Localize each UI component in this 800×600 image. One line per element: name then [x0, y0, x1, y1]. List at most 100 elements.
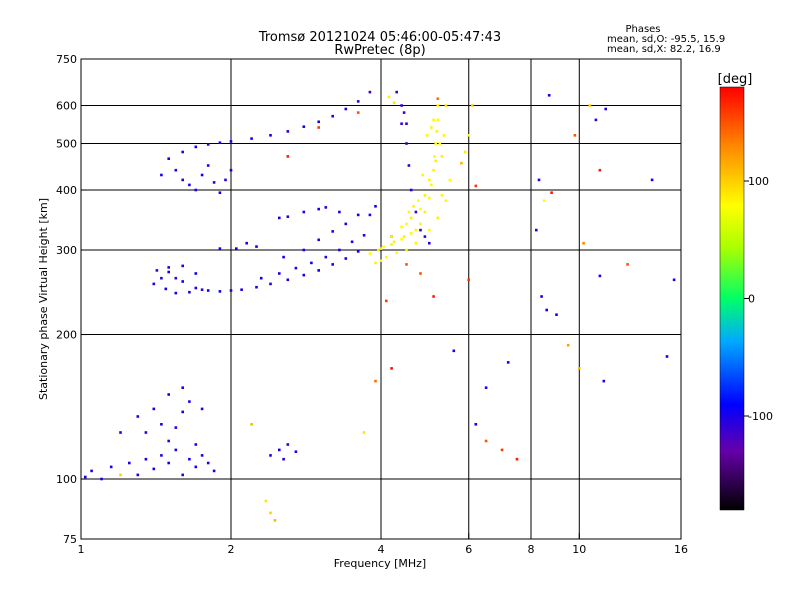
data-point-x — [626, 263, 629, 266]
data-point-x — [273, 519, 277, 522]
y-tick-label: 300 — [56, 244, 77, 257]
data-point-x — [436, 216, 440, 220]
data-point-x — [264, 499, 268, 503]
data-point-o — [181, 264, 184, 268]
data-point-o — [506, 361, 510, 364]
data-point-o — [547, 94, 551, 97]
data-point-o — [282, 255, 285, 259]
data-point-o — [174, 448, 178, 452]
data-point-o — [282, 457, 285, 461]
data-point-o — [294, 266, 298, 270]
data-point-x — [407, 210, 411, 214]
data-point-x — [374, 379, 377, 383]
data-point-x — [428, 228, 431, 232]
data-point-o — [598, 274, 602, 278]
data-point-o — [362, 234, 366, 237]
data-point-o — [535, 228, 538, 232]
data-point-x — [434, 159, 437, 163]
data-point-x — [436, 97, 440, 100]
data-point-o — [405, 122, 408, 125]
data-point-o — [235, 247, 238, 250]
data-point-x — [428, 196, 431, 200]
data-point-x — [598, 168, 602, 172]
data-point-o — [109, 465, 113, 469]
data-point-o — [602, 379, 606, 383]
data-point-o — [344, 222, 348, 226]
data-points — [84, 90, 676, 522]
data-point-o — [181, 150, 184, 154]
data-point-o — [181, 386, 184, 389]
data-point-o — [160, 276, 163, 280]
data-point-o — [414, 210, 418, 214]
data-point-x — [374, 261, 377, 265]
data-point-o — [194, 188, 198, 192]
data-point-x — [419, 207, 422, 211]
data-point-o — [218, 290, 222, 293]
data-point-o — [174, 276, 178, 280]
data-point-o — [206, 164, 210, 167]
data-point-o — [128, 461, 131, 465]
data-point-x — [474, 184, 478, 188]
data-point-x — [428, 178, 431, 182]
data-point-o — [665, 355, 669, 358]
data-point-x — [566, 343, 570, 347]
data-point-o — [302, 125, 306, 128]
data-point-x — [471, 104, 474, 107]
data-point-o — [350, 240, 354, 244]
data-point-o — [200, 454, 204, 457]
data-point-o — [452, 349, 456, 353]
data-point-x — [423, 210, 427, 214]
data-point-o — [537, 178, 541, 182]
data-point-o — [344, 107, 348, 111]
data-point-o — [212, 469, 216, 473]
data-point-o — [374, 205, 377, 208]
data-point-o — [200, 173, 204, 177]
data-point-x — [463, 150, 467, 154]
data-point-o — [405, 142, 408, 145]
data-point-o — [90, 469, 93, 473]
y-tick-label: 100 — [56, 473, 77, 486]
y-tick-label: 400 — [56, 184, 77, 197]
data-point-o — [144, 431, 148, 434]
chart-title-line2: RwPretec (8p) — [334, 43, 425, 58]
colorbar-tick-label: -100 — [748, 410, 773, 423]
data-point-x — [387, 95, 391, 99]
y-tick-label: 600 — [56, 100, 77, 113]
data-point-o — [100, 477, 103, 481]
data-point-x — [432, 295, 435, 298]
data-point-o — [407, 164, 411, 167]
data-point-x — [395, 251, 398, 255]
data-point-o — [331, 230, 334, 233]
data-point-x — [377, 248, 380, 252]
data-point-o — [402, 111, 406, 114]
data-point-o — [250, 137, 253, 140]
data-point-o — [218, 141, 222, 144]
data-point-x — [385, 299, 388, 303]
data-point-x — [409, 232, 413, 235]
data-point-x — [250, 423, 253, 426]
data-point-x — [400, 237, 403, 241]
grid-lines — [81, 59, 681, 539]
data-point-o — [255, 245, 258, 248]
data-point-o — [167, 157, 170, 160]
data-point-o — [167, 461, 170, 465]
data-point-o — [356, 100, 360, 103]
data-point-o — [331, 114, 334, 118]
data-point-o — [302, 210, 306, 214]
data-point-x — [405, 222, 408, 226]
data-point-o — [484, 386, 488, 389]
data-point-x — [414, 228, 418, 232]
data-point-o — [278, 272, 281, 275]
data-point-o — [368, 213, 372, 217]
data-point-o — [419, 228, 422, 232]
data-point-o — [331, 263, 334, 266]
data-point-x — [379, 247, 383, 250]
data-point-o — [324, 206, 328, 209]
colorbar-gradient — [719, 86, 745, 511]
data-point-o — [604, 107, 607, 111]
data-point-o — [317, 269, 320, 272]
data-point-x — [467, 134, 470, 137]
data-point-x — [448, 178, 452, 182]
data-point-x — [362, 431, 366, 434]
